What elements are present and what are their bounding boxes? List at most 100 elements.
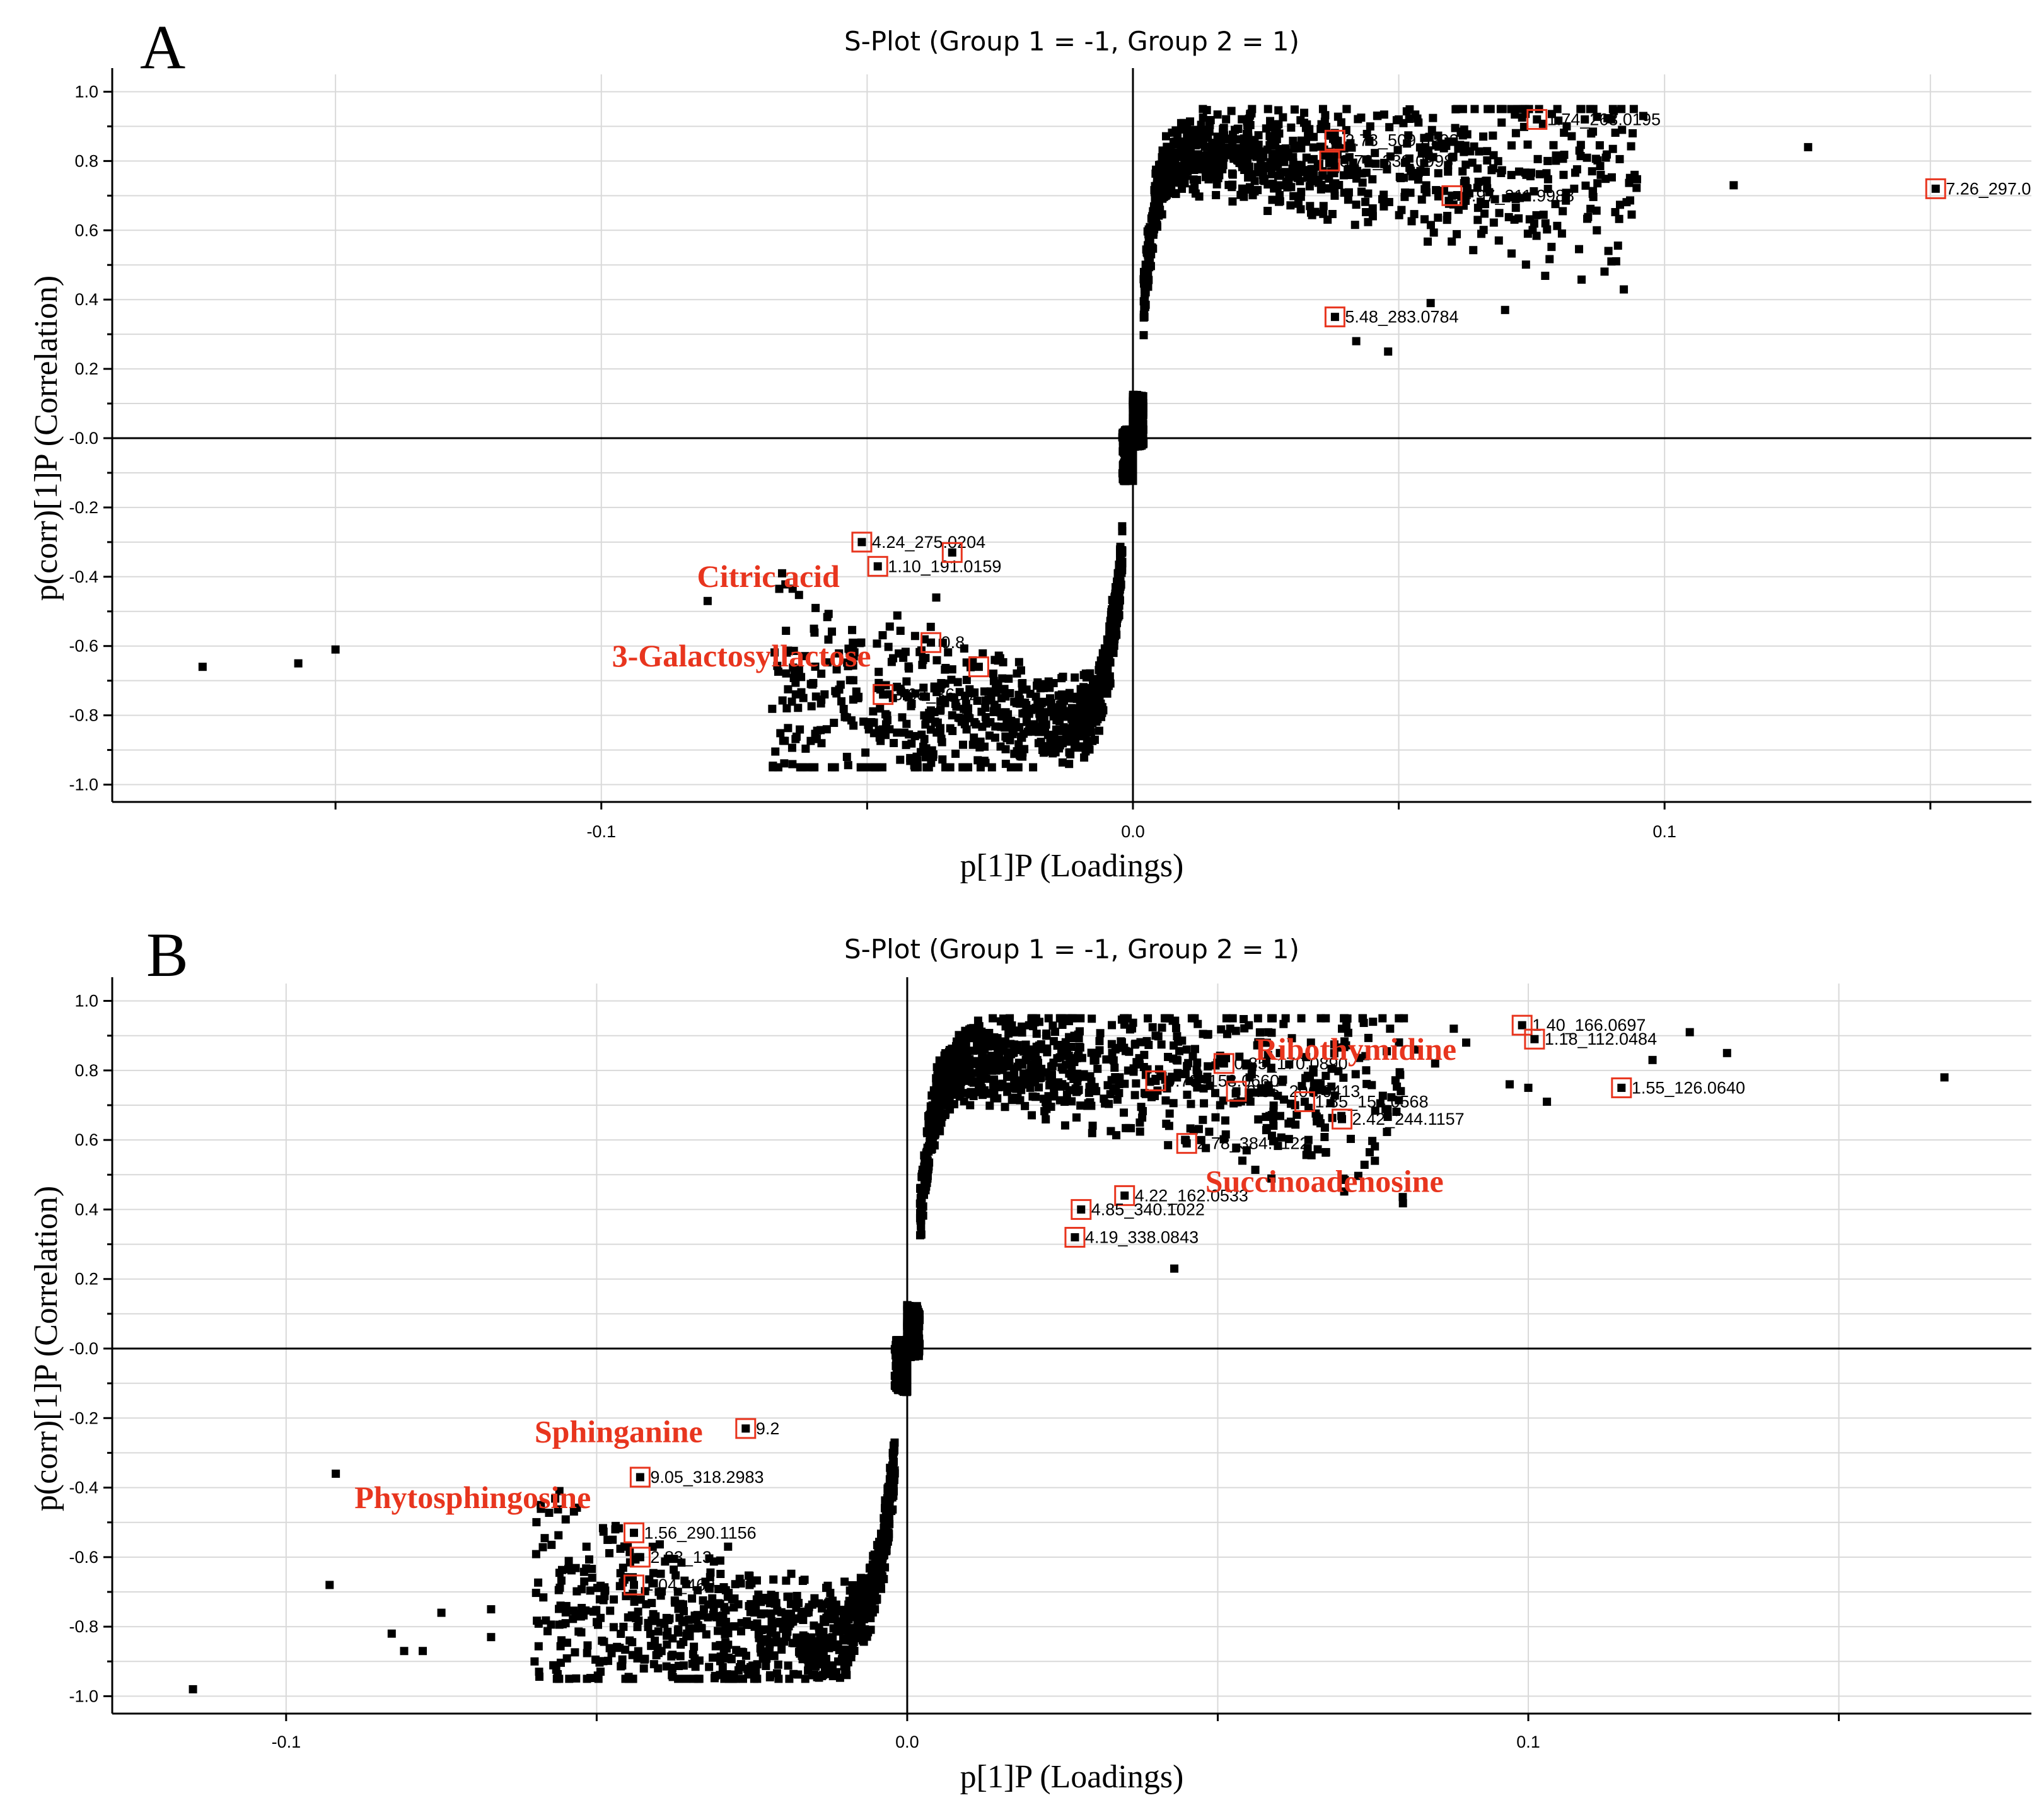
data-point (1267, 1088, 1275, 1097)
data-point (1088, 1129, 1096, 1137)
data-point (1571, 168, 1579, 177)
data-point (1212, 180, 1221, 189)
data-point (1577, 275, 1586, 284)
highlight-box (941, 542, 963, 563)
data-point (1530, 187, 1538, 195)
data-point (1284, 1119, 1293, 1128)
data-point (1269, 1122, 1278, 1130)
data-point (1287, 183, 1296, 192)
data-point (921, 654, 930, 663)
data-point (1019, 1047, 1028, 1056)
data-point (1138, 1113, 1147, 1122)
data-point (708, 1594, 717, 1603)
data-point (640, 1655, 649, 1664)
data-point (1002, 734, 1011, 743)
data-point (1511, 195, 1520, 204)
data-point (1330, 185, 1339, 194)
data-point (743, 1620, 752, 1629)
data-point (1047, 731, 1056, 740)
data-point (655, 1540, 664, 1549)
data-point (1344, 141, 1352, 150)
data-point (1042, 1115, 1050, 1124)
data-point (1422, 181, 1431, 190)
data-point (831, 687, 840, 695)
data-point (1357, 187, 1366, 196)
data-point (791, 690, 800, 699)
data-point (1151, 169, 1160, 178)
data-point (654, 1627, 663, 1636)
data-point (198, 663, 207, 671)
data-point (1027, 1111, 1036, 1120)
data-point (1497, 118, 1506, 127)
data-point (1098, 703, 1106, 712)
data-point (1582, 153, 1591, 162)
data-point (1242, 151, 1251, 160)
data-point (1588, 167, 1596, 176)
data-point (1271, 151, 1280, 160)
data-point (625, 1636, 634, 1645)
data-point (1130, 426, 1139, 434)
data-point (1351, 1070, 1360, 1079)
data-point (824, 635, 833, 644)
data-point (1461, 177, 1470, 185)
data-point (987, 763, 996, 772)
data-point (1031, 692, 1040, 701)
data-point (1227, 107, 1236, 115)
data-point (599, 1657, 608, 1666)
data-point (1424, 237, 1432, 246)
data-point (791, 734, 800, 743)
data-point (924, 763, 933, 772)
data-point (1359, 1014, 1368, 1023)
data-point (852, 687, 861, 696)
data-point (1379, 202, 1388, 211)
data-point (648, 1542, 657, 1551)
data-point (1240, 192, 1248, 201)
data-point (842, 1671, 851, 1680)
data-point (1426, 221, 1435, 229)
data-point (1086, 669, 1095, 678)
data-point (1425, 132, 1434, 141)
data-point (617, 1662, 625, 1671)
data-point (1426, 299, 1435, 308)
data-point (906, 753, 915, 762)
data-point (1222, 115, 1231, 124)
data-point (958, 740, 967, 749)
data-point (774, 667, 782, 676)
data-point (1057, 690, 1066, 699)
highlighted-point (1330, 136, 1339, 144)
data-point (1118, 469, 1127, 478)
data-point (1245, 183, 1254, 192)
data-point (1593, 179, 1602, 188)
data-point (1129, 458, 1137, 467)
data-point (1507, 171, 1516, 180)
data-point (777, 569, 786, 577)
data-point (1022, 717, 1031, 726)
data-point (778, 696, 787, 705)
x-tick-label: 0.0 (895, 1732, 919, 1751)
highlight-box (920, 632, 942, 653)
data-point (1407, 217, 1416, 226)
data-point (784, 685, 793, 694)
data-point (1018, 679, 1027, 688)
compound-annotation: Citric acid (697, 559, 840, 594)
data-point (1444, 167, 1453, 176)
data-point (881, 720, 890, 729)
data-point (926, 725, 935, 734)
data-point (1193, 1019, 1202, 1028)
data-point (728, 1622, 737, 1631)
data-point (1001, 760, 1010, 769)
data-point (598, 1636, 607, 1645)
data-point (789, 673, 798, 682)
data-point (889, 654, 898, 663)
data-point (609, 1623, 618, 1632)
data-point (770, 648, 779, 657)
data-point (1320, 1132, 1329, 1141)
data-point (1190, 183, 1199, 192)
data-point (633, 1623, 642, 1632)
data-point (921, 692, 930, 701)
data-point (617, 1629, 625, 1638)
data-point (1528, 226, 1537, 235)
data-point (876, 704, 885, 713)
highlight-box (968, 656, 989, 678)
data-point (1044, 742, 1053, 751)
